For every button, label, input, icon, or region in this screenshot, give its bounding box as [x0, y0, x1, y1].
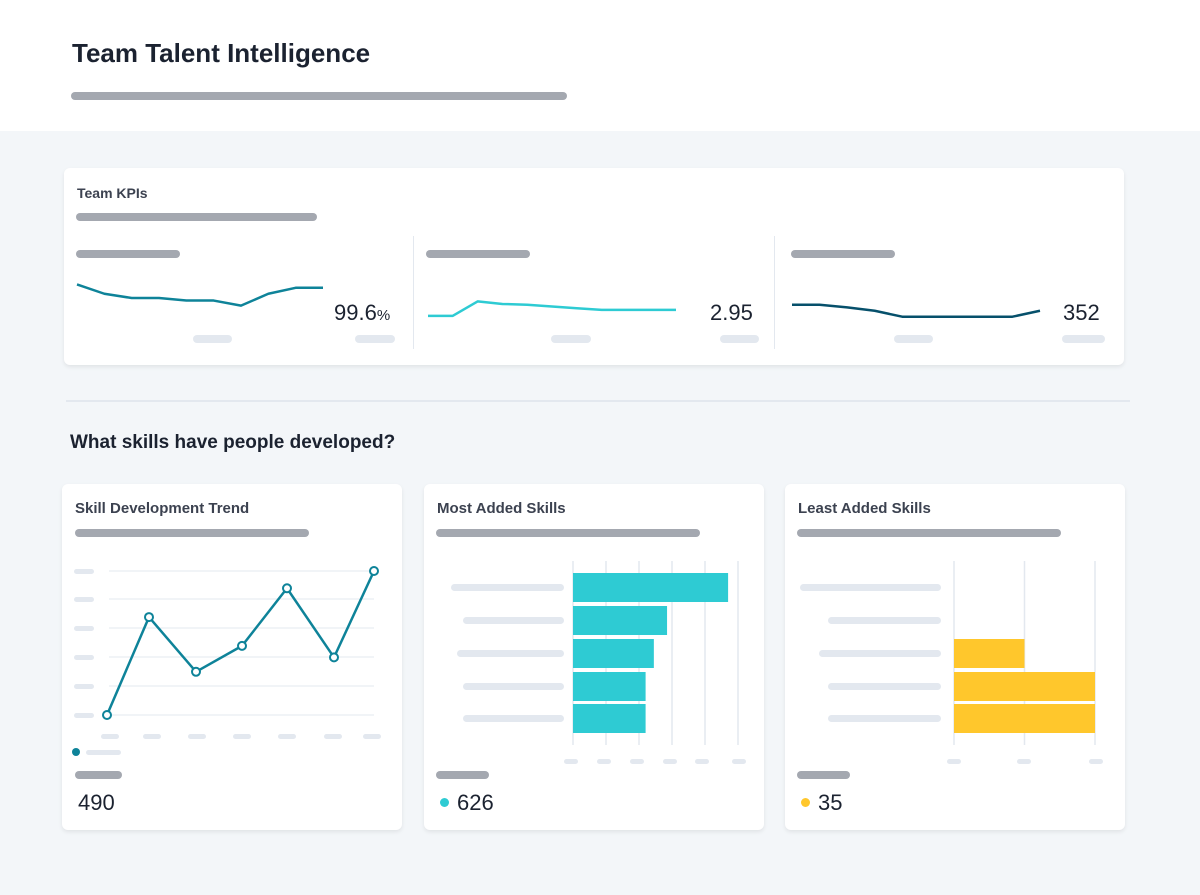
divider: [774, 236, 775, 349]
x-tick-placeholder: [278, 734, 296, 739]
bar: [573, 672, 646, 701]
axis-placeholder: [193, 335, 232, 343]
trend-point: [102, 710, 112, 720]
x-tick-placeholder: [695, 759, 709, 764]
x-tick-placeholder: [564, 759, 578, 764]
trend-point: [329, 652, 339, 663]
category-label-placeholder: [463, 617, 564, 624]
section-title: What skills have people developed?: [70, 432, 396, 453]
kpi-sparkline: [792, 303, 1041, 318]
placeholder: [75, 529, 309, 537]
axis-placeholder: [720, 335, 759, 343]
kpi-value: 352: [1063, 300, 1100, 325]
least-value: 35: [818, 790, 843, 815]
x-tick-placeholder: [947, 759, 961, 764]
x-tick-placeholder: [597, 759, 611, 764]
most-value: 626: [457, 790, 494, 815]
category-label-placeholder: [451, 584, 564, 591]
y-tick-placeholder: [74, 655, 94, 660]
subtitle-placeholder: [71, 92, 567, 100]
kpi-label-placeholder: [76, 250, 180, 258]
bar: [954, 639, 1025, 668]
trend-title: Skill Development Trend: [75, 500, 250, 517]
category-label-placeholder: [819, 650, 941, 657]
x-tick-placeholder: [630, 759, 644, 764]
x-tick-placeholder: [324, 734, 342, 739]
x-tick-placeholder: [143, 734, 161, 739]
x-tick-placeholder: [363, 734, 381, 739]
x-tick-placeholder: [732, 759, 746, 764]
kpis-title: Team KPIs: [77, 185, 148, 201]
category-label-placeholder: [463, 683, 564, 690]
legend-dot: [72, 748, 80, 756]
team-kpis-card: Team KPIs 99.6% 2.95 352: [64, 168, 1124, 365]
legend-dot: [440, 798, 449, 807]
x-tick-placeholder: [188, 734, 206, 739]
bar: [573, 606, 668, 635]
category-label-placeholder: [457, 650, 564, 657]
trend-point: [282, 583, 292, 594]
trend-point: [237, 640, 247, 651]
kpis-subtitle-placeholder: [76, 213, 317, 221]
least-title: Least Added Skills: [798, 500, 931, 517]
axis-placeholder: [894, 335, 933, 343]
axis-placeholder: [355, 335, 395, 343]
x-tick-placeholder: [101, 734, 119, 739]
placeholder: [797, 771, 850, 779]
x-tick-placeholder: [1089, 759, 1103, 764]
axis-placeholder: [551, 335, 591, 343]
kpi-sparkline: [76, 283, 323, 307]
trend-point: [369, 566, 379, 576]
divider: [413, 236, 414, 349]
y-tick-placeholder: [74, 597, 94, 602]
kpi-label-placeholder: [791, 250, 895, 258]
category-label-placeholder: [828, 617, 941, 624]
page-header: Team Talent Intelligence: [0, 0, 1200, 131]
legend-placeholder: [86, 750, 121, 755]
category-label-placeholder: [463, 715, 564, 722]
y-tick-placeholder: [74, 569, 94, 574]
y-tick-placeholder: [74, 626, 94, 631]
y-tick-placeholder: [74, 713, 94, 718]
placeholder: [75, 771, 122, 779]
axis-placeholder: [1062, 335, 1105, 343]
legend-dot: [801, 798, 810, 807]
trend-point: [191, 666, 201, 677]
bar: [954, 672, 1095, 701]
kpi-label-placeholder: [426, 250, 530, 258]
most-title: Most Added Skills: [437, 500, 566, 517]
y-tick-placeholder: [74, 684, 94, 689]
x-tick-placeholder: [1017, 759, 1031, 764]
bar: [573, 639, 654, 668]
trend-value: 490: [78, 790, 115, 815]
category-label-placeholder: [828, 683, 941, 690]
section-divider: [66, 400, 1130, 402]
kpi-sparkline: [428, 300, 676, 318]
x-tick-placeholder: [663, 759, 677, 764]
placeholder: [797, 529, 1061, 537]
page-title: Team Talent Intelligence: [72, 38, 371, 68]
kpi-value: 99.6%: [334, 300, 391, 325]
bar: [573, 573, 729, 602]
x-tick-placeholder: [233, 734, 251, 739]
placeholder: [436, 529, 700, 537]
bar: [573, 704, 646, 733]
bar: [954, 704, 1095, 733]
placeholder: [436, 771, 489, 779]
category-label-placeholder: [800, 584, 941, 591]
category-label-placeholder: [828, 715, 941, 722]
kpi-value: 2.95: [710, 300, 753, 325]
trend-point: [144, 612, 154, 623]
